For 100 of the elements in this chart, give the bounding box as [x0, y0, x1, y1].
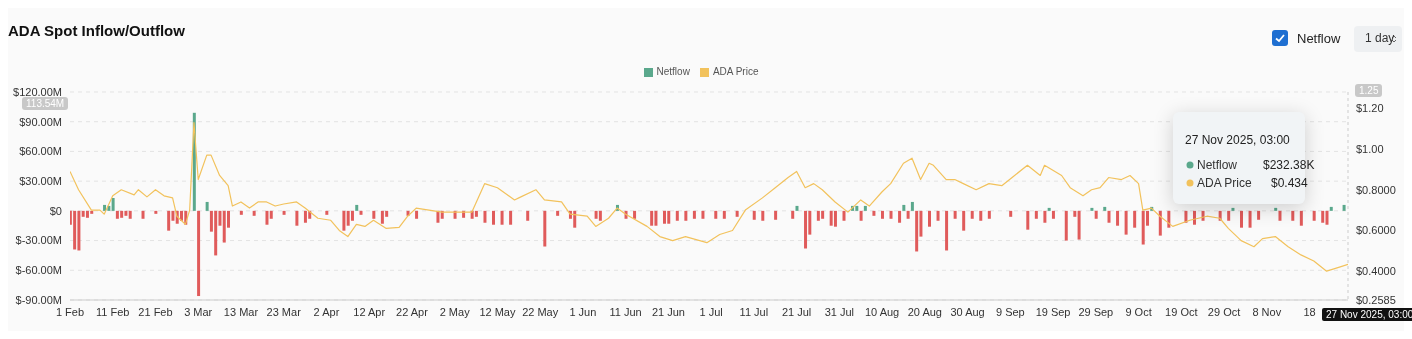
bar	[650, 210, 654, 226]
bar	[222, 210, 226, 243]
bar	[1291, 210, 1295, 221]
bar	[684, 210, 688, 221]
x-tick-label: 31 Jul	[824, 305, 855, 318]
bar	[816, 210, 820, 221]
bar	[269, 210, 273, 219]
x-tick-label: 18	[1303, 305, 1316, 318]
x-tick-label: 11 Feb	[96, 305, 130, 318]
bar	[735, 210, 739, 217]
y-tick-label: $-90.00M	[15, 293, 62, 306]
bar	[898, 210, 902, 223]
y-tick-label: $0	[49, 204, 62, 217]
bar	[415, 210, 419, 219]
bar	[1278, 210, 1282, 221]
bar	[380, 210, 384, 224]
bar	[662, 210, 666, 224]
x-tick-label: 1 Feb	[55, 305, 85, 318]
bar	[372, 210, 376, 219]
bar	[436, 210, 440, 223]
bar	[970, 210, 974, 219]
bar	[77, 210, 81, 251]
bar	[633, 210, 637, 219]
annotation: 27 Nov 2025, 03:00	[1185, 133, 1290, 147]
bar	[910, 201, 914, 211]
bar	[1009, 210, 1013, 217]
bar	[1107, 210, 1111, 223]
bar	[359, 210, 363, 215]
bar	[821, 210, 825, 219]
bar	[1158, 210, 1162, 236]
bar	[1329, 206, 1333, 211]
y-tick-label: $90.00M	[19, 115, 62, 128]
line-series	[70, 121, 1348, 272]
bar	[1116, 210, 1120, 226]
bar	[675, 210, 679, 221]
x-tick-label: 21 Jun	[651, 305, 685, 318]
x-tick-label: 9 Oct	[1125, 305, 1152, 318]
bar	[594, 210, 598, 219]
legend-label: ADA Price	[712, 66, 759, 77]
bar	[197, 210, 201, 297]
bar	[1227, 210, 1231, 221]
bar	[239, 210, 243, 215]
bar	[205, 201, 209, 211]
annotation: Netflow	[1197, 158, 1238, 172]
bar	[81, 210, 85, 217]
bar	[85, 210, 89, 218]
text: Netflow	[1297, 31, 1341, 46]
y2-tick-label: $0.4000	[1356, 265, 1396, 278]
bar	[1043, 210, 1047, 223]
bar	[842, 210, 846, 221]
y2-tick-label: $0.2585	[1356, 293, 1396, 306]
x-tick-label: 12 May	[479, 305, 516, 318]
y2-tick-label: $0.6000	[1356, 224, 1396, 237]
bar	[214, 210, 218, 256]
x-tick-label: 2 Apr	[313, 305, 340, 318]
y-tick-label: $30.00M	[19, 175, 62, 188]
x-tick-label: 23 Mar	[266, 305, 302, 318]
bar	[701, 210, 705, 219]
x-tick-label: 21 Feb	[138, 305, 173, 318]
bar	[953, 210, 957, 219]
bar	[90, 210, 94, 214]
x-tick-label: 20 Aug	[907, 305, 942, 318]
bar	[543, 210, 547, 247]
y2-tick-label: $1.20	[1356, 102, 1384, 115]
bar	[804, 210, 808, 249]
bar	[179, 210, 183, 221]
text: 1 day	[1365, 31, 1395, 45]
bar	[915, 210, 919, 252]
bar	[73, 210, 77, 250]
bar	[474, 210, 478, 217]
bar	[1047, 207, 1051, 211]
bar	[325, 210, 329, 215]
x-tick-label: 1 Jul	[699, 305, 723, 318]
x-tick-label: 29 Oct	[1207, 305, 1241, 318]
x-tick-label: 11 Jul	[739, 305, 769, 318]
bar	[128, 210, 132, 219]
bar	[855, 205, 859, 211]
bar	[103, 204, 107, 211]
bar	[526, 210, 530, 221]
bar	[936, 210, 940, 221]
bar	[752, 210, 756, 220]
bar	[1248, 210, 1252, 228]
bar	[556, 210, 560, 216]
bar	[265, 210, 269, 225]
x-tick-label: 3 Mar	[184, 305, 213, 318]
bar	[1026, 210, 1030, 230]
bar	[829, 210, 833, 226]
bar	[154, 210, 158, 214]
annotation: $0.434	[1271, 176, 1308, 190]
x-tick-label: 22 Apr	[396, 305, 429, 318]
bar	[573, 210, 577, 228]
bar	[1090, 207, 1094, 211]
bar	[1325, 210, 1329, 225]
bar	[863, 205, 867, 211]
x-tick-label: 19 Oct	[1165, 305, 1198, 318]
bar	[833, 210, 837, 227]
bar	[1257, 210, 1261, 220]
y2-tick-label: $0.8000	[1356, 183, 1396, 196]
bar	[124, 210, 128, 216]
bar	[1133, 210, 1137, 228]
